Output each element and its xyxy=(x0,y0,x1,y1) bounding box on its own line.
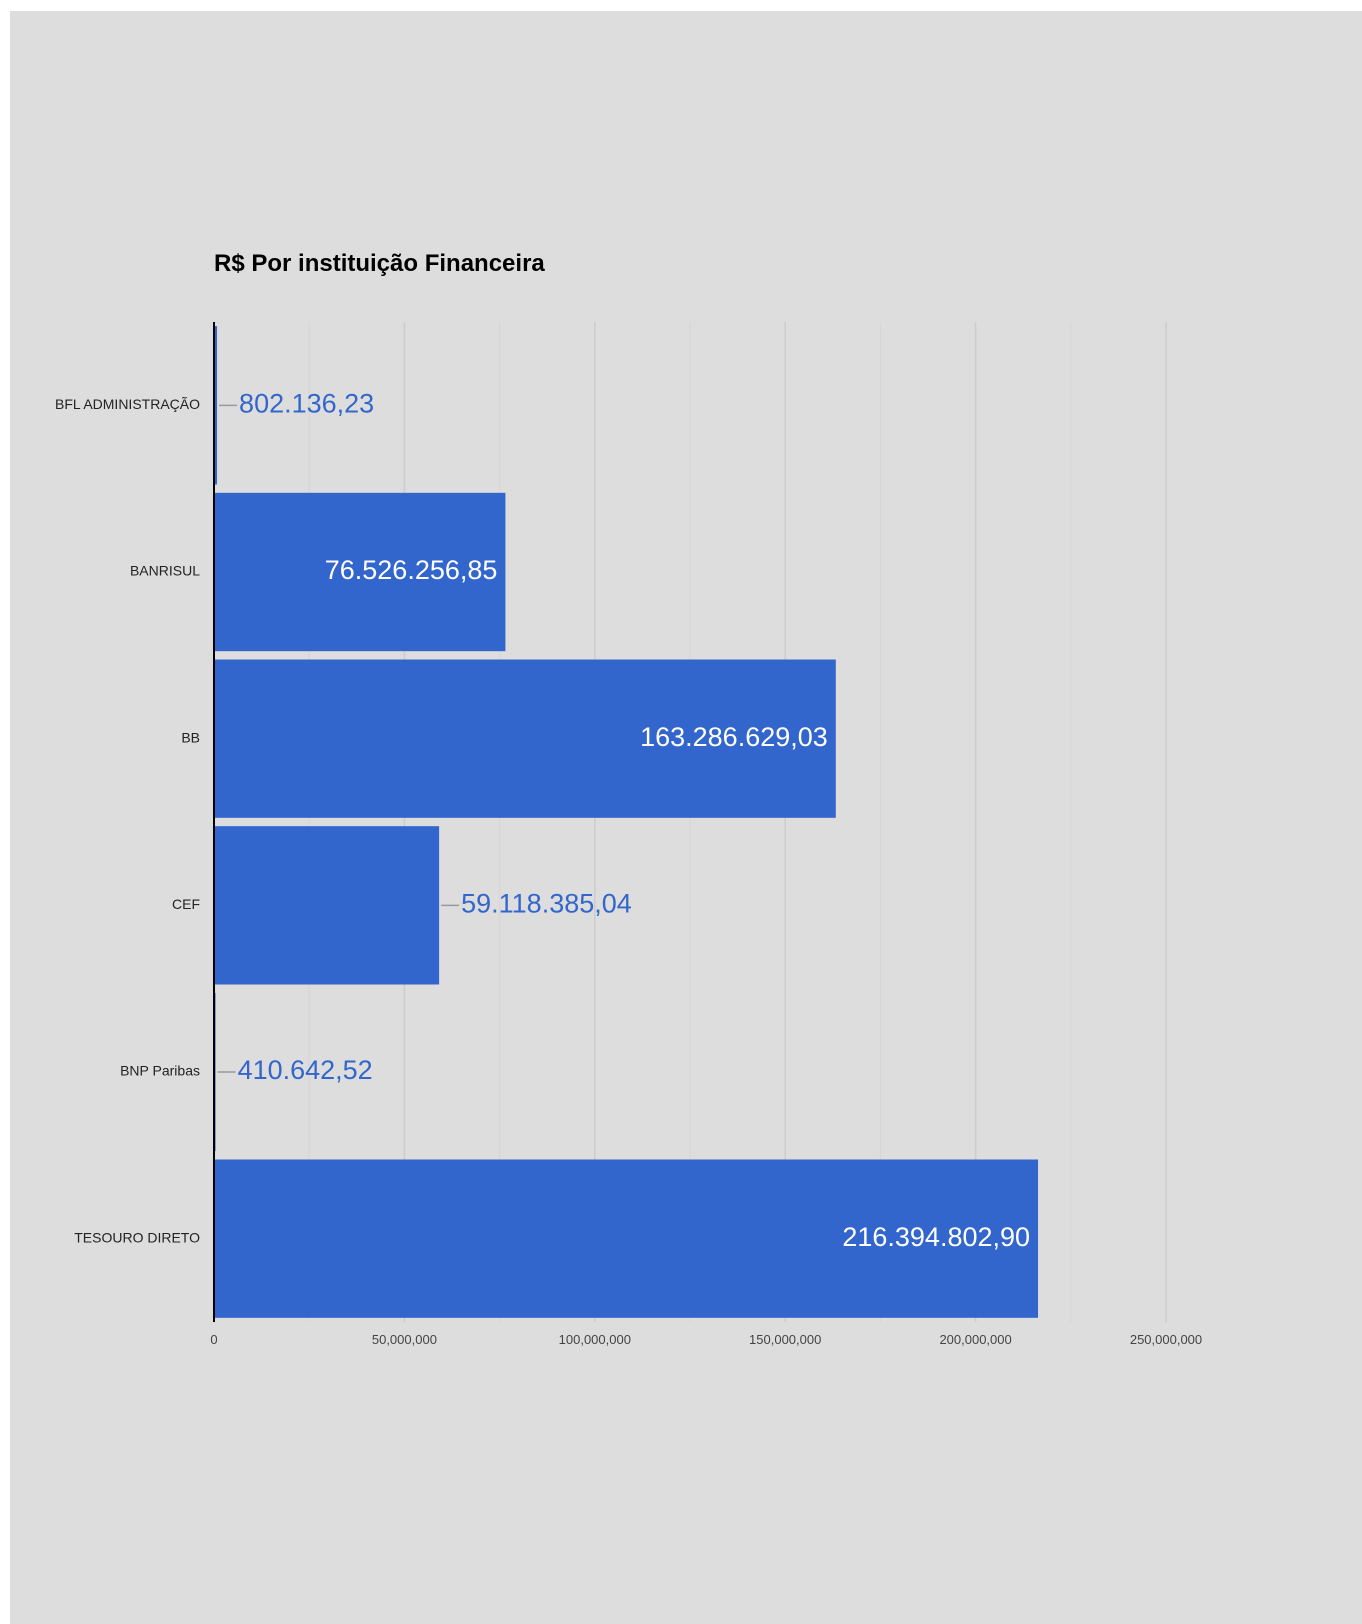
category-label: BB xyxy=(181,729,200,745)
category-label: BANRISUL xyxy=(130,563,200,579)
x-tick-label: 150,000,000 xyxy=(749,1332,821,1347)
data-label: 802.136,23 xyxy=(239,388,374,418)
bar-1 xyxy=(214,492,506,652)
x-tick-label: 0 xyxy=(210,1332,217,1347)
chart-title: R$ Por instituição Financeira xyxy=(214,250,545,277)
gridlines xyxy=(308,322,1167,1322)
data-label: 216.394.802,90 xyxy=(842,1222,1030,1252)
x-tick-label: 250,000,000 xyxy=(1130,1332,1202,1347)
bar-3 xyxy=(214,826,440,985)
x-tick-label: 200,000,000 xyxy=(939,1332,1011,1347)
category-label: BNP Paribas xyxy=(120,1063,200,1079)
bar-2 xyxy=(214,659,836,818)
data-label: 163.286.629,03 xyxy=(640,722,828,752)
bar-0 xyxy=(214,326,218,485)
labels: BFL ADMINISTRAÇÃO 802.136,23 BANRISUL 76.52… xyxy=(55,388,1030,1251)
category-label: TESOURO DIRETO xyxy=(74,1229,200,1245)
category-label: BFL ADMINISTRAÇÃO xyxy=(55,396,200,412)
bars xyxy=(214,326,1039,1318)
data-label: 76.526.256,85 xyxy=(325,555,498,585)
bar-5 xyxy=(214,1159,1039,1318)
axes: 0 50,000,000 100,000,000 150,000,000 200,000… xyxy=(210,322,1202,1347)
x-tick-label: 100,000,000 xyxy=(559,1332,631,1347)
category-label: CEF xyxy=(172,896,200,912)
data-label: 59.118.385,04 xyxy=(461,888,632,918)
data-label: 410.642,52 xyxy=(238,1055,373,1085)
x-tick-label: 50,000,000 xyxy=(372,1332,437,1347)
